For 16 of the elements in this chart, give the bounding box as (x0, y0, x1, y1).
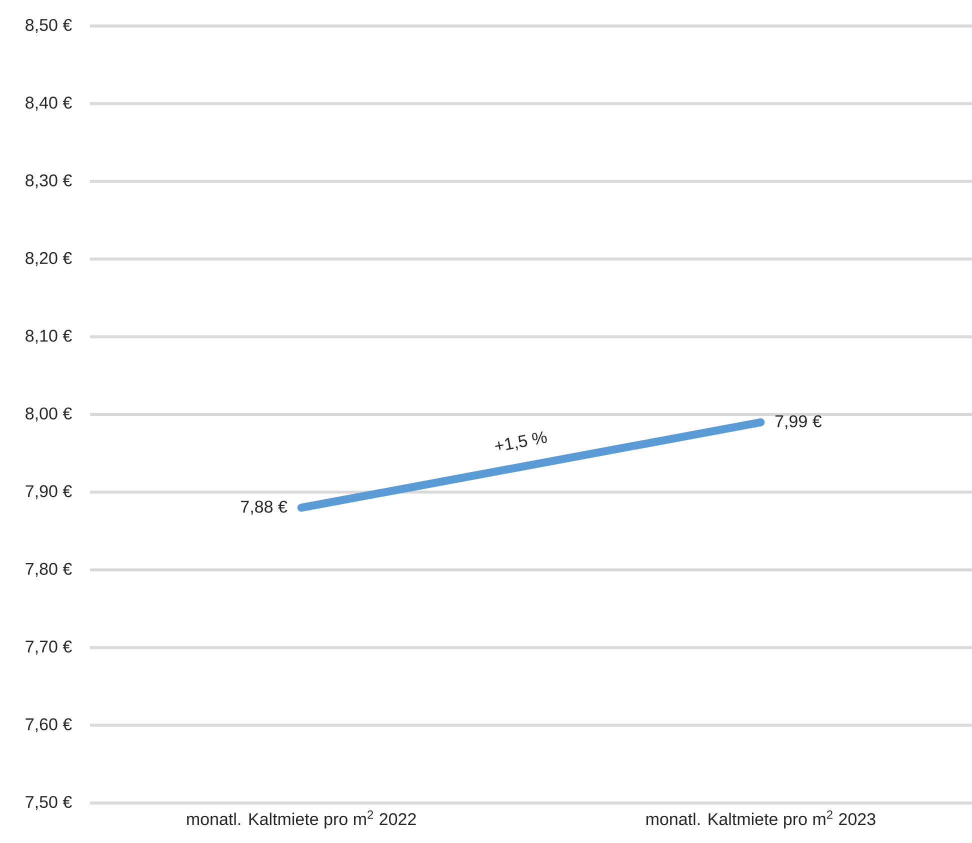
data-label: 7,88 € (241, 500, 288, 515)
y-tick-label: 7,50 € (26, 796, 72, 810)
y-tick-label: 7,60 € (26, 718, 72, 732)
x-tick-label: monatl. Kaltmiete pro m$^{2}$ 2023 (646, 810, 876, 829)
y-tick-label: 8,00 € (26, 407, 72, 422)
y-tick-label: 8,30 € (26, 174, 72, 188)
y-tick-label: 7,80 € (26, 562, 72, 577)
y-tick-label: 8,50 € (26, 18, 72, 33)
y-tick-label: 8,10 € (26, 330, 72, 344)
y-tick-label: 8,40 € (26, 96, 72, 111)
y-tick-label: 8,20 € (26, 252, 72, 266)
data-label: 7,99 € (775, 415, 822, 430)
annotation: +1,5 % (495, 431, 547, 450)
y-tick-label: 7,90 € (26, 485, 72, 500)
y-tick-label: 7,70 € (26, 640, 72, 655)
x-tick-label: monatl. Kaltmiete pro m$^{2}$ 2022 (187, 810, 416, 829)
